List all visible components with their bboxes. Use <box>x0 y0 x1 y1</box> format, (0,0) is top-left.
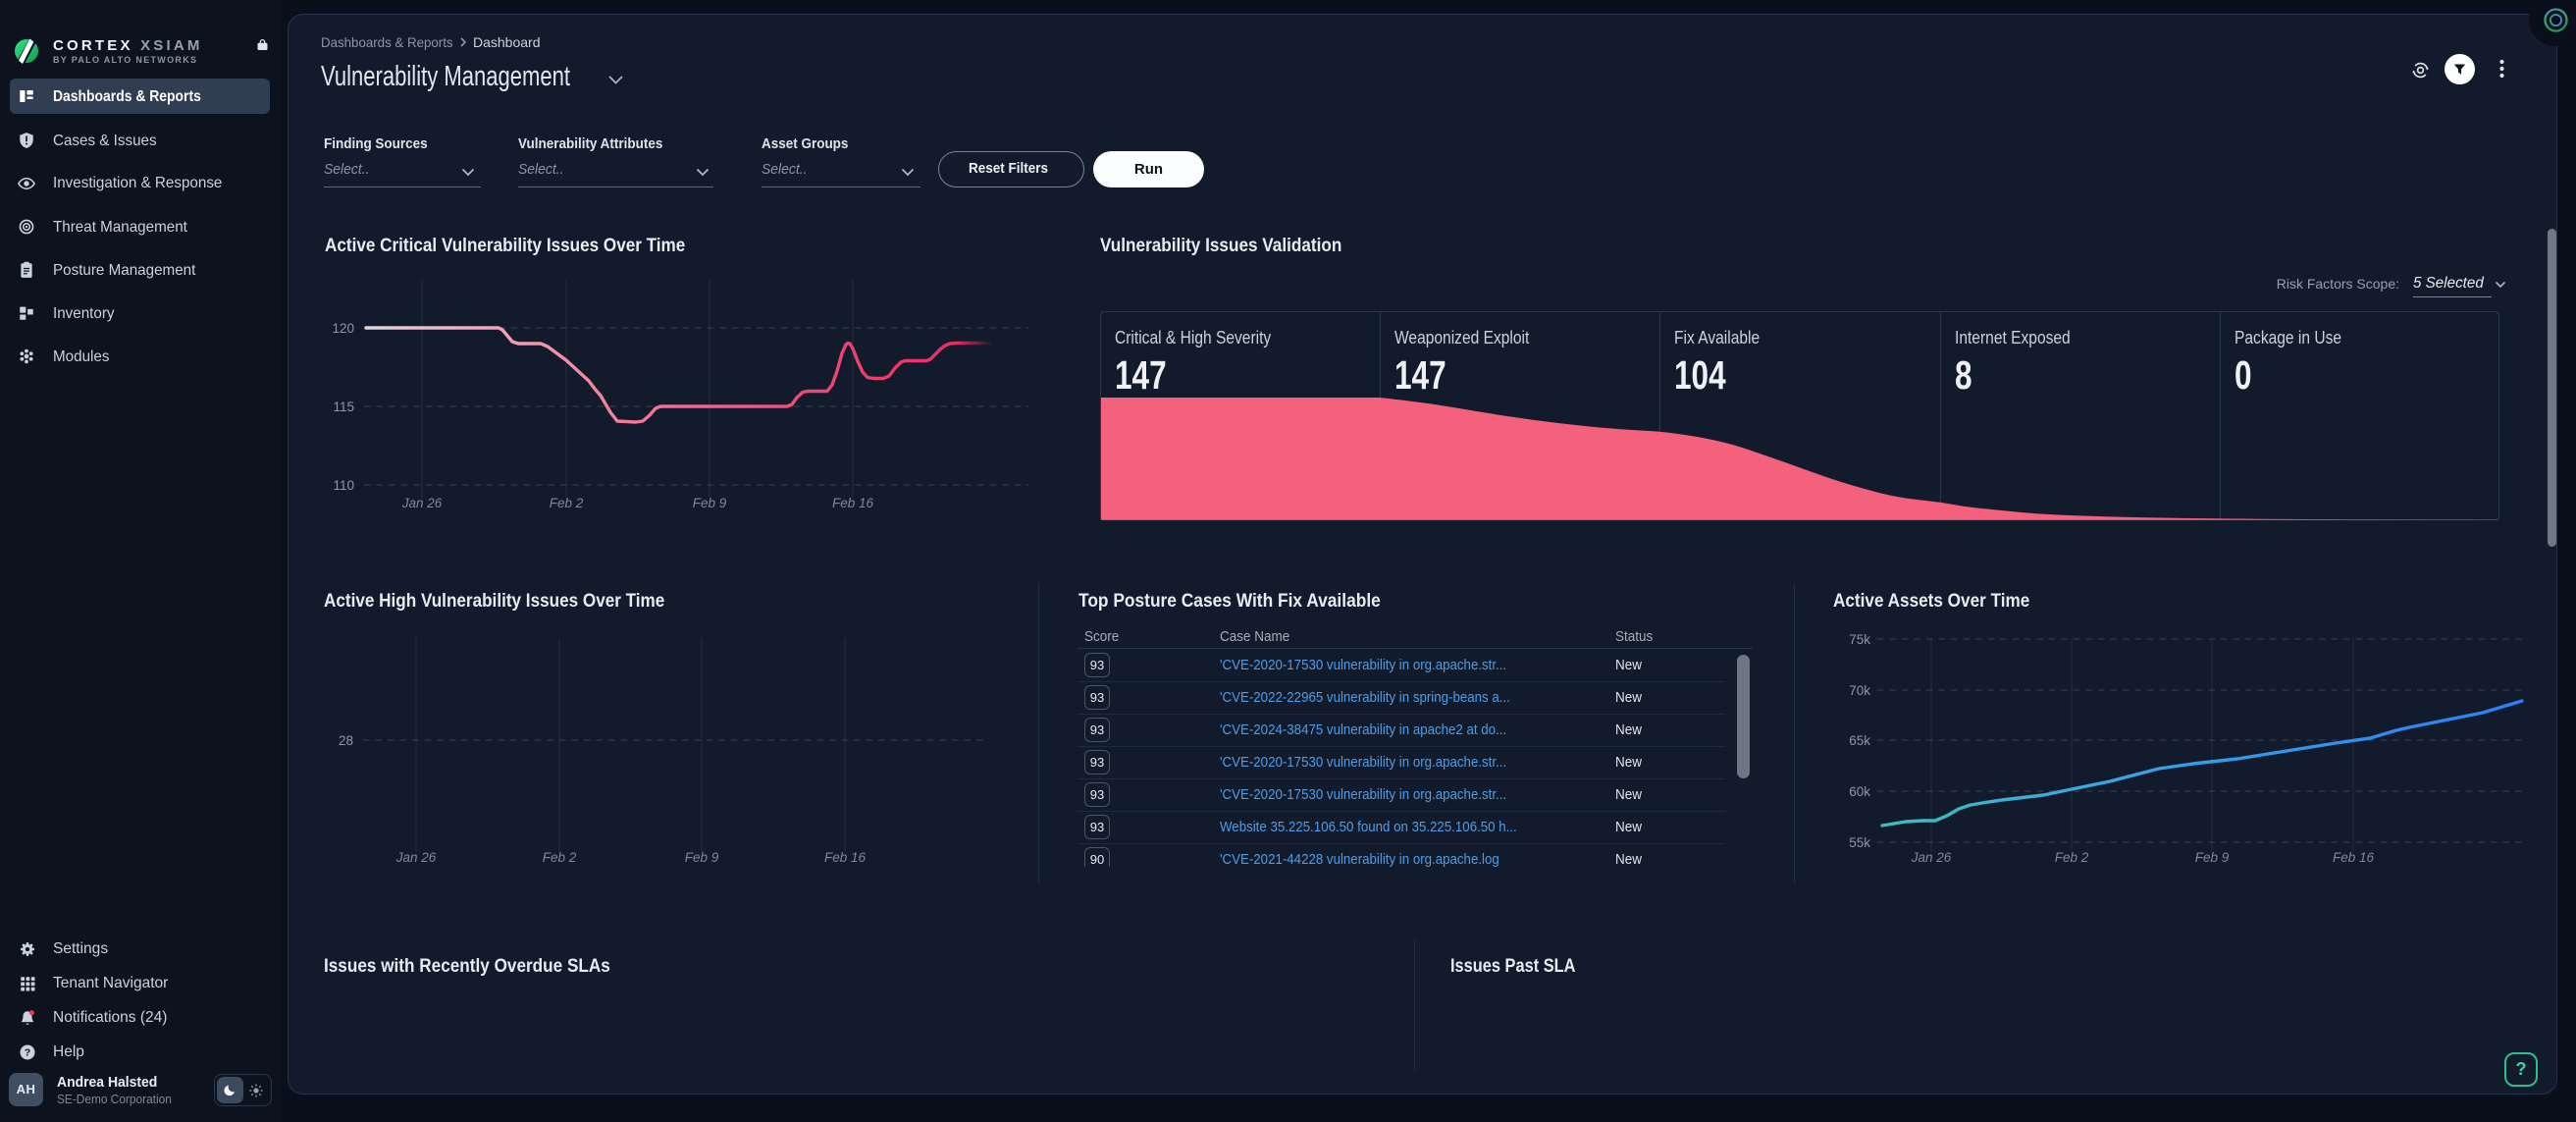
svg-text:28: 28 <box>339 733 353 748</box>
svg-text:Feb 9: Feb 9 <box>693 496 727 510</box>
svg-text:Feb 16: Feb 16 <box>2333 850 2375 865</box>
svg-text:Feb 2: Feb 2 <box>2055 850 2089 865</box>
svg-text:Feb 9: Feb 9 <box>685 850 719 865</box>
svg-text:55k: 55k <box>1849 835 1870 850</box>
svg-text:115: 115 <box>333 400 354 414</box>
svg-text:75k: 75k <box>1849 632 1870 647</box>
svg-text:Feb 16: Feb 16 <box>832 496 874 510</box>
svg-text:Jan 26: Jan 26 <box>395 850 437 865</box>
svg-text:120: 120 <box>332 321 354 336</box>
svg-text:Jan 26: Jan 26 <box>1911 850 1952 865</box>
svg-text:Feb 2: Feb 2 <box>543 850 577 865</box>
svg-text:Jan 26: Jan 26 <box>401 496 443 510</box>
svg-text:?: ? <box>25 1047 30 1059</box>
svg-text:110: 110 <box>333 478 354 493</box>
svg-text:Feb 2: Feb 2 <box>550 496 584 510</box>
svg-text:Feb 9: Feb 9 <box>2195 850 2230 865</box>
svg-text:65k: 65k <box>1849 733 1870 748</box>
svg-text:70k: 70k <box>1849 683 1870 698</box>
svg-text:60k: 60k <box>1849 784 1870 799</box>
svg-text:Feb 16: Feb 16 <box>824 850 867 865</box>
